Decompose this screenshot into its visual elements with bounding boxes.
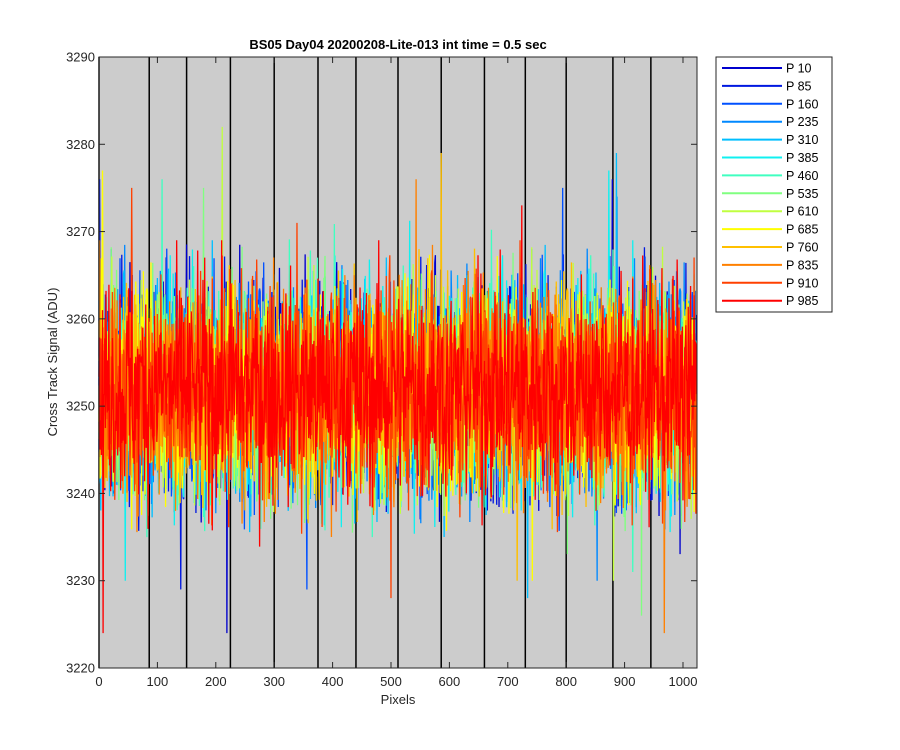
y-tick-label: 3230 xyxy=(66,573,95,588)
legend: P 10 P 85 P 160 P 235 P 310 P 385 P 460 P 535 P … xyxy=(715,56,833,313)
legend-label: P 10 xyxy=(786,62,812,76)
x-tick-label: 1000 xyxy=(669,674,698,689)
legend-label: P 910 xyxy=(786,276,818,290)
legend-label: P 760 xyxy=(786,241,818,255)
legend-items: P 10 P 85 P 160 P 235 P 310 P 385 P 460 P 535 P … xyxy=(722,62,818,308)
legend-label: P 685 xyxy=(786,223,818,237)
y-tick-label: 3250 xyxy=(66,399,95,414)
series-line xyxy=(98,205,698,634)
y-tick-label: 3220 xyxy=(66,661,95,676)
plot-frame xyxy=(98,56,698,669)
x-tick-label: 0 xyxy=(95,674,102,689)
legend-label: P 835 xyxy=(786,258,818,272)
legend-label: P 235 xyxy=(786,115,818,129)
legend-box xyxy=(715,56,833,313)
legend-label: P 460 xyxy=(786,169,818,183)
y-tick-label: 3280 xyxy=(66,137,95,152)
x-tick-label: 500 xyxy=(380,674,402,689)
x-tick-label: 200 xyxy=(205,674,227,689)
legend-label: P 535 xyxy=(786,187,818,201)
x-tick-label: 700 xyxy=(497,674,519,689)
y-tick-label: 3260 xyxy=(66,311,95,326)
y-axis: 3220 3230 3240 3250 3260 3270 3280 3290 xyxy=(66,50,697,676)
x-tick-label: 900 xyxy=(614,674,636,689)
legend-label: P 610 xyxy=(786,205,818,219)
x-axis: 0 100 200 300 400 500 600 700 800 900 1000 xyxy=(95,57,697,689)
x-tick-label: 300 xyxy=(263,674,285,689)
legend-label: P 310 xyxy=(786,133,818,147)
legend-label: P 85 xyxy=(786,79,812,93)
x-tick-label: 600 xyxy=(439,674,461,689)
x-tick-label: 100 xyxy=(147,674,169,689)
x-axis-label: Pixels xyxy=(381,692,416,707)
x-tick-label: 800 xyxy=(555,674,577,689)
legend-label: P 385 xyxy=(786,151,818,165)
y-tick-label: 3270 xyxy=(66,224,95,239)
series-layer xyxy=(98,126,698,634)
y-tick-label: 3240 xyxy=(66,486,95,501)
y-axis-label: Cross Track Signal (ADU) xyxy=(45,288,60,437)
legend-label: P 160 xyxy=(786,97,818,111)
chart-title: BS05 Day04 20200208-Lite-013 int time = … xyxy=(249,37,546,52)
x-tick-label: 400 xyxy=(322,674,344,689)
y-tick-label: 3290 xyxy=(66,50,95,65)
legend-label: P 985 xyxy=(786,294,818,308)
